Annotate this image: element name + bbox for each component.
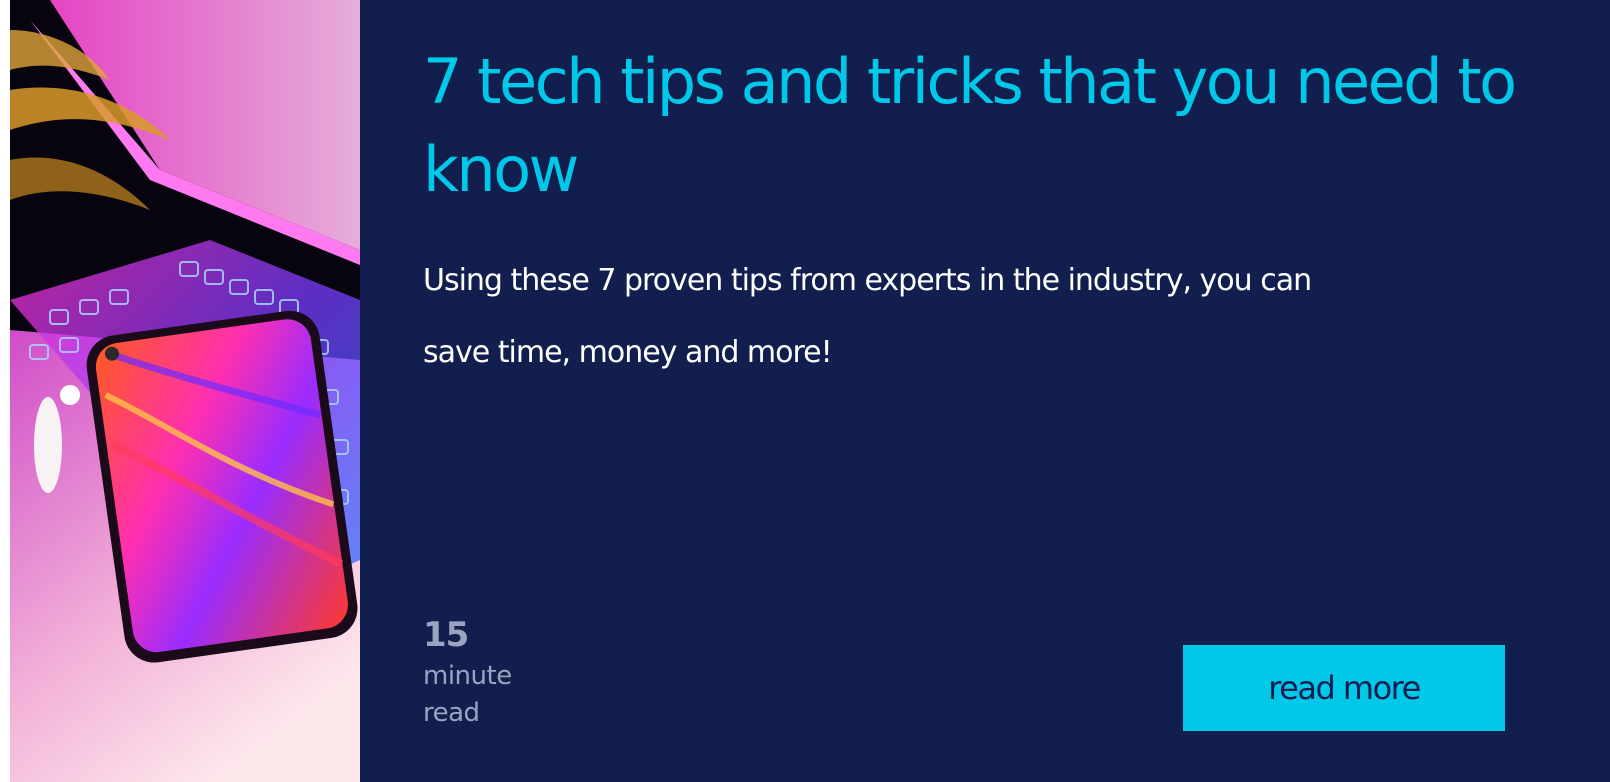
read-time-number: 15 bbox=[423, 615, 469, 655]
read-time-unit: minute bbox=[423, 661, 512, 691]
read-more-button[interactable]: read more bbox=[1183, 645, 1505, 731]
read-time-suffix: read bbox=[423, 698, 480, 728]
article-title: 7 tech tips and tricks that you need to … bbox=[423, 45, 1517, 206]
article-excerpt: Using these 7 proven tips from experts i… bbox=[423, 263, 1312, 370]
read-time: 15 minute read bbox=[423, 612, 573, 732]
article-panel: 7 tech tips and tricks that you need to … bbox=[360, 0, 1610, 782]
article-image bbox=[10, 0, 360, 782]
